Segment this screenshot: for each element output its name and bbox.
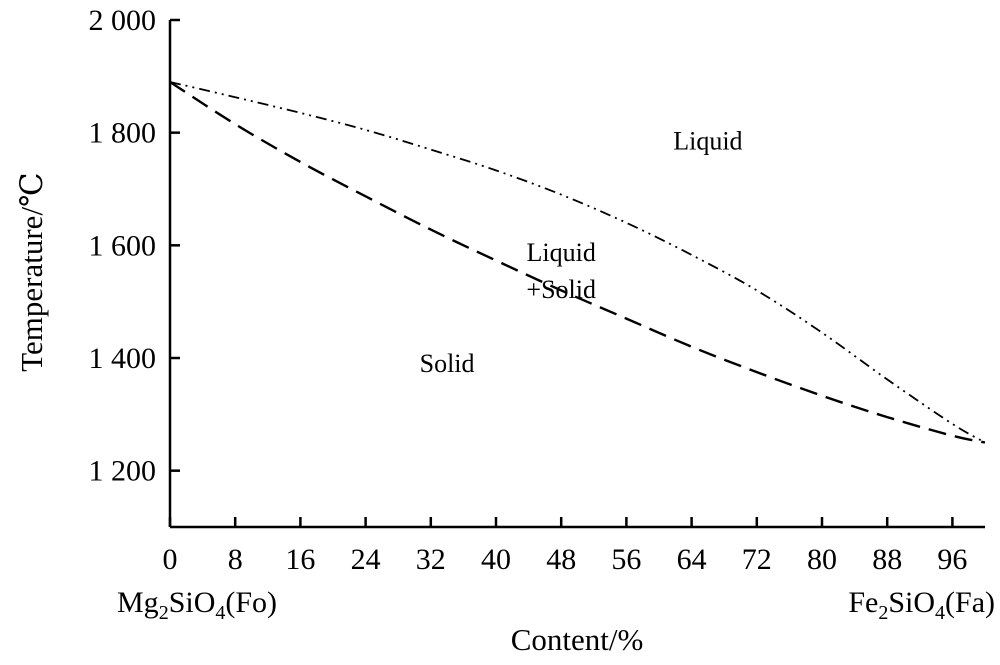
x-tick-label: 32: [416, 543, 446, 576]
x-tick-label: 0: [163, 543, 178, 576]
x-tick-label: 16: [285, 543, 315, 576]
y-axis-title: Temperature/℃: [14, 172, 49, 371]
axes: [168, 20, 985, 529]
region-label: Liquid +Solid: [526, 238, 596, 304]
series-layer: [169, 80, 986, 444]
region-label: Solid: [420, 349, 475, 378]
x-tick-label: 80: [807, 543, 837, 576]
region-label: Liquid: [673, 127, 742, 156]
y-ticks: 1 200 1 400 1 600 1 800 2 000: [89, 4, 180, 488]
x-tick-label: 96: [937, 543, 967, 576]
y-tick-label: 1 200: [89, 455, 157, 488]
left-end-label: Mg2SiO4(Fo): [117, 586, 277, 624]
y-tick-label: 1 800: [89, 117, 157, 150]
y-tick-label: 1 600: [89, 229, 157, 262]
x-tick-label: 40: [481, 543, 511, 576]
x-tick-label: 24: [351, 543, 381, 576]
x-ticks: 0 8 16 24 32 40 48 56 64 72 80 88 96: [163, 517, 967, 576]
y-tick-label: 2 000: [89, 4, 157, 37]
y-tick-label: 1 400: [89, 342, 157, 375]
x-tick-label: 88: [872, 543, 902, 576]
x-tick-label: 8: [228, 543, 243, 576]
x-tick-label: 72: [742, 543, 772, 576]
x-tick-label: 56: [611, 543, 641, 576]
x-axis-title: Content/%: [511, 622, 644, 657]
right-end-label: Fe2SiO4(Fa): [848, 586, 995, 624]
x-tick-label: 64: [677, 543, 707, 576]
solidus-line: [169, 80, 986, 444]
x-tick-label: 48: [546, 543, 576, 576]
region-labels: Liquid Liquid +Solid Solid: [420, 127, 743, 379]
